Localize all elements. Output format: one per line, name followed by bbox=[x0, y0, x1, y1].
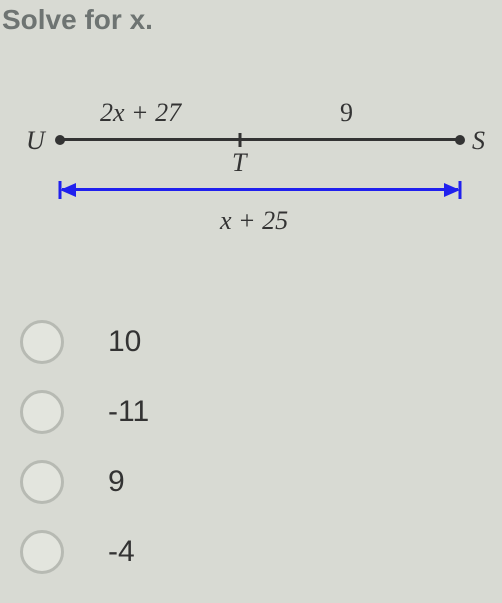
segment-line bbox=[60, 138, 460, 141]
radio-icon[interactable] bbox=[20, 320, 64, 364]
point-u-label: U bbox=[26, 126, 45, 156]
point-s-dot bbox=[455, 135, 465, 145]
choice-row[interactable]: -4 bbox=[20, 530, 149, 574]
choice-label: 10 bbox=[108, 325, 141, 359]
segment-ts-label: 9 bbox=[340, 98, 353, 128]
arrow-right-tick bbox=[459, 181, 462, 199]
question-prompt: Solve for x. bbox=[2, 4, 153, 36]
radio-icon[interactable] bbox=[20, 390, 64, 434]
segment-diagram: 2x + 27 9 U T S x + 25 bbox=[20, 80, 480, 280]
choice-label: -11 bbox=[108, 395, 149, 429]
dimension-arrow bbox=[62, 188, 458, 191]
radio-icon[interactable] bbox=[20, 530, 64, 574]
choice-label: 9 bbox=[108, 465, 125, 499]
choice-label: -4 bbox=[108, 535, 135, 569]
point-t-label: T bbox=[232, 148, 246, 178]
radio-icon[interactable] bbox=[20, 460, 64, 504]
point-t-tick bbox=[239, 133, 242, 147]
point-u-dot bbox=[55, 135, 65, 145]
choice-row[interactable]: 9 bbox=[20, 460, 149, 504]
segment-ut-label: 2x + 27 bbox=[100, 98, 181, 128]
choice-row[interactable]: 10 bbox=[20, 320, 149, 364]
choice-row[interactable]: -11 bbox=[20, 390, 149, 434]
point-s-label: S bbox=[472, 126, 485, 156]
total-length-label: x + 25 bbox=[220, 206, 288, 236]
answer-choices: 10 -11 9 -4 bbox=[20, 320, 149, 600]
